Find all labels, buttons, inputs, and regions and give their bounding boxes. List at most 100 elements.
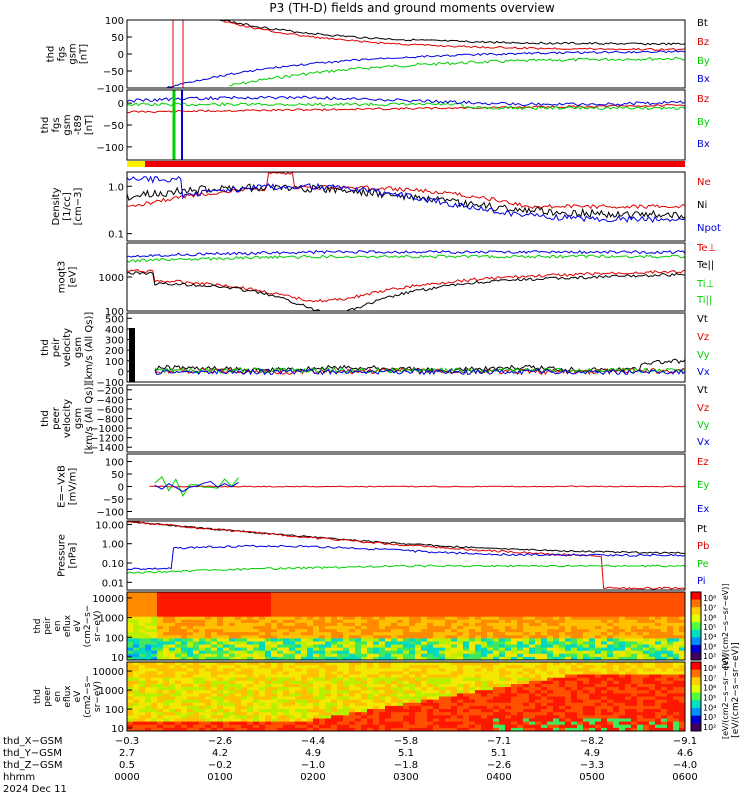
spectrogram-cell	[547, 699, 554, 704]
spectrogram-cell	[325, 718, 332, 723]
spectrogram-cell	[145, 718, 152, 723]
spectrogram-cell	[379, 715, 386, 719]
spectrogram-cell	[655, 696, 662, 701]
spectrogram-cell	[151, 712, 158, 716]
spectrogram-cell	[247, 705, 254, 710]
spectrogram-cell	[451, 604, 458, 609]
spectrogram-cell	[613, 684, 620, 688]
spectrogram-cell	[331, 705, 338, 710]
spectrogram-cell	[169, 632, 176, 636]
spectrogram-cell	[493, 638, 500, 643]
spectrogram-cell	[595, 641, 602, 646]
spectrogram-cell	[181, 705, 188, 710]
spectrogram-cell	[457, 598, 464, 602]
legend-entry: Vt	[697, 314, 708, 325]
spectrogram-cell	[319, 718, 326, 723]
spectrogram-cell	[475, 650, 482, 655]
spectrogram-cell	[163, 626, 170, 630]
spectrogram-cell	[577, 696, 584, 701]
spectrogram-cell	[127, 619, 134, 624]
spectrogram-cell	[523, 724, 530, 729]
spectrogram-cell	[199, 592, 206, 596]
spectrogram-cell	[295, 626, 302, 630]
spectrogram-cell	[403, 665, 410, 669]
spectrogram-cell	[373, 629, 380, 633]
spectrogram-cell	[301, 622, 308, 627]
spectrogram-cell	[487, 727, 494, 731]
spectrogram-cell	[337, 712, 344, 716]
spectrogram-cell	[625, 721, 632, 726]
spectrogram-cell	[589, 699, 596, 704]
spectrogram-cell	[517, 662, 524, 666]
spectrogram-cell	[661, 622, 668, 627]
spectrogram-cell	[475, 607, 482, 612]
spectrogram-cell	[415, 702, 422, 707]
spectrogram-cell	[133, 622, 140, 627]
spectrogram-cell	[379, 610, 386, 615]
spectrogram-cell	[511, 632, 518, 636]
spectrogram-cell	[217, 690, 224, 694]
spectrogram-cell	[607, 702, 614, 707]
spectrogram-cell	[361, 662, 368, 666]
spectrogram-cell	[577, 721, 584, 726]
spectrogram-cell	[313, 687, 320, 691]
spectrogram-cell	[181, 595, 188, 599]
spectrogram-cell	[133, 638, 140, 643]
y-axis-label: en	[53, 691, 63, 702]
spectrogram-cell	[589, 680, 596, 685]
spectrogram-cell	[193, 622, 200, 627]
spectrogram-cell	[259, 721, 266, 726]
spectrogram-cell	[289, 712, 296, 716]
flag-bar	[127, 161, 685, 167]
spectrogram-cell	[127, 629, 134, 633]
spectrogram-cell	[139, 665, 146, 669]
spectrogram-cell	[235, 656, 242, 660]
spectrogram-cell	[319, 677, 326, 682]
spectrogram-cell	[259, 626, 266, 630]
spectrogram-cell	[277, 619, 284, 624]
spectrogram-cell	[643, 650, 650, 655]
spectrogram-cell	[349, 724, 356, 729]
spectrogram-cell	[415, 607, 422, 612]
spectrogram-cell	[469, 715, 476, 719]
spectrogram-cell	[583, 680, 590, 685]
y-axis-label: eV	[73, 690, 83, 703]
spectrogram-cell	[235, 619, 242, 624]
spectrogram-cell	[211, 690, 218, 694]
spectrogram-cell	[589, 613, 596, 618]
spectrogram-cell	[565, 721, 572, 726]
spectrogram-cell	[589, 647, 596, 652]
spectrogram-cell	[259, 712, 266, 716]
spectrogram-cell	[553, 668, 560, 672]
x-tick-label: 0100	[207, 772, 232, 783]
spectrogram-cell	[589, 687, 596, 691]
spectrogram-cell	[421, 629, 428, 633]
spectrogram-cell	[517, 727, 524, 731]
spectrogram-cell	[277, 662, 284, 666]
spectrogram-cell	[451, 598, 458, 602]
spectrogram-cell	[163, 674, 170, 679]
y-axis-label: (cm2−s−	[83, 605, 93, 648]
spectrogram-cell	[391, 718, 398, 723]
spectrogram-cell	[487, 709, 494, 713]
spectrogram-cell	[571, 626, 578, 630]
spectrogram-cell	[457, 607, 464, 612]
spectrogram-cell	[421, 595, 428, 599]
spectrogram-cell	[397, 619, 404, 624]
spectrogram-cell	[199, 721, 206, 726]
spectrogram-cell	[529, 671, 536, 676]
spectrogram-cell	[331, 641, 338, 646]
spectrogram-cell	[127, 641, 134, 646]
spectrogram-cell	[199, 650, 206, 655]
spectrogram-cell	[175, 715, 182, 719]
x-tick-label: −4.4	[301, 736, 325, 747]
spectrogram-cell	[379, 595, 386, 599]
spectrogram-cell	[475, 595, 482, 599]
trace-pt	[127, 521, 685, 555]
spectrogram-cell	[373, 668, 380, 672]
spectrogram-cell	[517, 712, 524, 716]
spectrogram-cell	[625, 690, 632, 694]
spectrogram-cell	[319, 595, 326, 599]
spectrogram-cell	[295, 671, 302, 676]
spectrogram-cell	[631, 598, 638, 602]
